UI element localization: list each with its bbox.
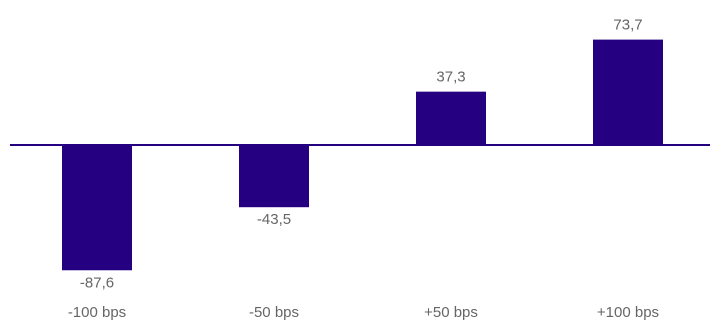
- data-label-0: -87,6: [80, 274, 114, 291]
- bar-3: [593, 39, 663, 145]
- bar-2: [416, 91, 486, 145]
- labels-group: -87,6 -100 bps -43,5 -50 bps 37,3 +50 bps 73,7…: [68, 17, 659, 320]
- bar-1: [239, 145, 309, 208]
- bars-group: [62, 39, 663, 271]
- data-label-2: 37,3: [436, 69, 465, 86]
- data-label-3: 73,7: [613, 17, 642, 34]
- bar-0: [62, 145, 132, 271]
- category-label-0: -100 bps: [68, 304, 126, 320]
- category-label-2: +50 bps: [424, 304, 478, 320]
- data-label-1: -43,5: [257, 211, 291, 228]
- category-label-3: +100 bps: [597, 304, 659, 320]
- category-label-1: -50 bps: [249, 304, 299, 320]
